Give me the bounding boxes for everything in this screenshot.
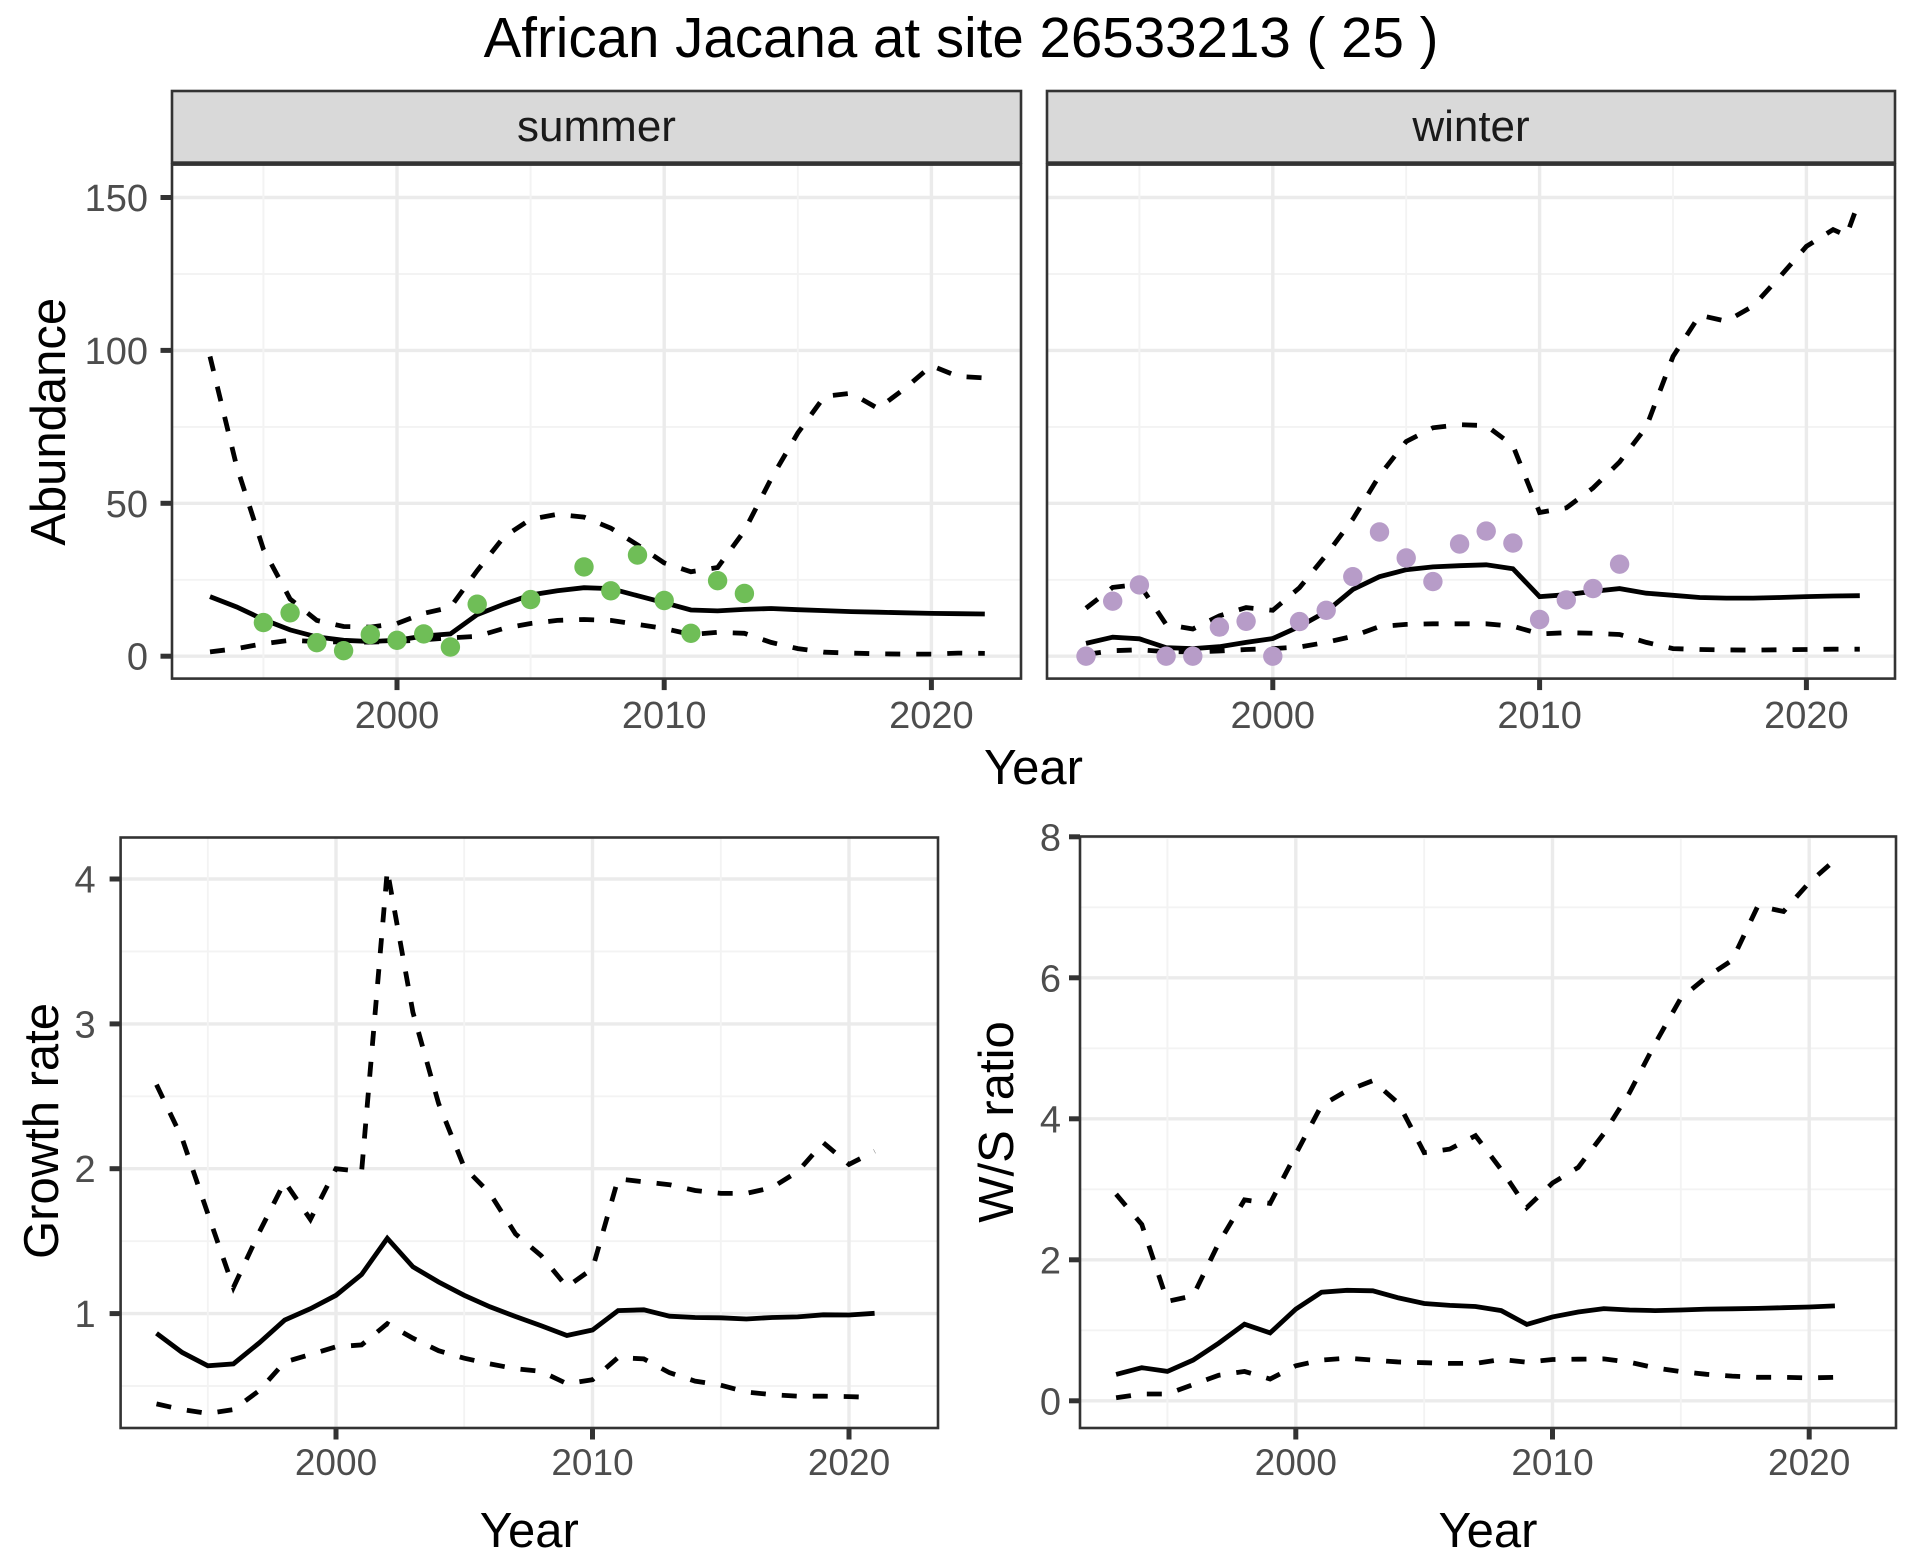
svg-text:summer: summer — [517, 102, 676, 151]
svg-text:Growth rate: Growth rate — [15, 1003, 69, 1259]
svg-text:Year: Year — [984, 741, 1083, 795]
svg-text:W/S ratio: W/S ratio — [970, 1021, 1024, 1222]
svg-text:150: 150 — [85, 178, 148, 220]
svg-text:2000: 2000 — [355, 695, 440, 737]
svg-text:2020: 2020 — [1764, 695, 1849, 737]
svg-text:6: 6 — [1040, 958, 1061, 1000]
svg-text:2020: 2020 — [1768, 1442, 1850, 1483]
svg-text:0: 0 — [1040, 1381, 1061, 1423]
svg-text:2010: 2010 — [622, 695, 707, 737]
svg-text:2010: 2010 — [551, 1442, 633, 1483]
svg-text:4: 4 — [74, 860, 95, 902]
svg-text:8: 8 — [1040, 817, 1061, 859]
svg-text:winter: winter — [1411, 102, 1529, 151]
svg-text:2010: 2010 — [1511, 1442, 1593, 1483]
svg-text:2: 2 — [1040, 1240, 1061, 1282]
svg-text:Abundance: Abundance — [22, 298, 76, 546]
svg-text:2010: 2010 — [1497, 695, 1582, 737]
svg-text:Year: Year — [1438, 1504, 1537, 1558]
svg-text:1: 1 — [74, 1294, 95, 1336]
svg-text:0: 0 — [127, 637, 148, 679]
svg-text:2020: 2020 — [889, 695, 974, 737]
svg-text:African Jacana at site 2653321: African Jacana at site 26533213 ( 25 ) — [484, 6, 1439, 69]
svg-text:2: 2 — [74, 1149, 95, 1191]
svg-text:100: 100 — [85, 331, 148, 373]
svg-text:2020: 2020 — [808, 1442, 890, 1483]
svg-text:50: 50 — [106, 484, 148, 526]
svg-text:3: 3 — [74, 1004, 95, 1046]
svg-text:2000: 2000 — [295, 1442, 377, 1483]
svg-text:Year: Year — [480, 1504, 579, 1558]
svg-text:2000: 2000 — [1255, 1442, 1337, 1483]
svg-text:2000: 2000 — [1231, 695, 1316, 737]
svg-text:4: 4 — [1040, 1099, 1061, 1141]
